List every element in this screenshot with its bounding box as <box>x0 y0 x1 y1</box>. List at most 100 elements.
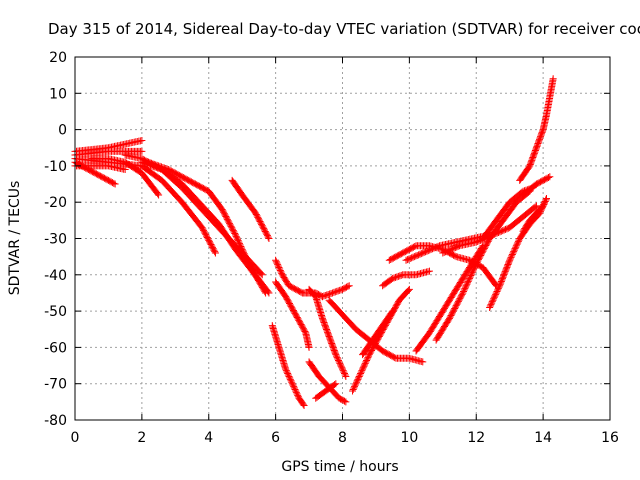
data-point <box>331 288 339 296</box>
data-point <box>512 243 520 251</box>
data-point <box>357 370 365 378</box>
data-point <box>155 162 163 170</box>
data-point <box>542 195 550 203</box>
data-point <box>138 158 146 166</box>
data-point <box>463 280 471 288</box>
data-point <box>358 367 366 375</box>
y-axis-ticks: 20 10 0 -10 -20 -30 -40 -50 -60 -70 -80 <box>44 50 610 429</box>
data-point <box>532 202 540 210</box>
data-point <box>231 229 239 237</box>
x-tick-label: 12 <box>467 430 485 446</box>
data-point <box>461 285 469 293</box>
data-point <box>305 343 313 351</box>
data-point <box>257 270 265 278</box>
data-point <box>301 327 309 335</box>
data-point <box>541 197 549 205</box>
data-point <box>328 289 336 297</box>
data-point <box>289 381 297 389</box>
data-point <box>344 282 352 290</box>
data-point <box>272 256 280 264</box>
data-point <box>514 239 522 247</box>
data-point <box>488 299 496 307</box>
y-tick-label: -50 <box>44 304 67 320</box>
data-point <box>469 267 477 275</box>
data-point <box>146 159 154 167</box>
data-point <box>506 256 514 264</box>
data-point <box>392 273 400 281</box>
data-point <box>472 261 480 269</box>
data-point <box>238 244 246 252</box>
chart-title: Day 315 of 2014, Sidereal Day-to-day VTE… <box>48 20 640 38</box>
data-point <box>393 273 401 281</box>
data-point <box>333 287 341 295</box>
data-point <box>454 242 462 250</box>
data-point <box>324 291 332 299</box>
y-tick-label: -70 <box>44 377 67 393</box>
data-point <box>350 384 358 392</box>
data-point <box>292 388 300 396</box>
data-point <box>460 287 468 295</box>
data-point <box>349 387 357 395</box>
data-point <box>364 354 372 362</box>
data-point <box>211 248 219 256</box>
data-point <box>345 282 353 290</box>
data-point <box>299 400 307 408</box>
data-point <box>242 253 250 261</box>
data-point <box>394 272 402 280</box>
data-point <box>540 199 548 207</box>
data-point <box>359 364 367 372</box>
data-point <box>508 252 516 260</box>
data-point <box>487 301 495 309</box>
data-point <box>462 283 470 291</box>
data-point <box>332 351 340 359</box>
data-point <box>138 147 146 155</box>
data-series-6 <box>71 155 219 257</box>
data-point <box>333 354 341 362</box>
data-point <box>239 247 247 255</box>
data-point <box>111 180 119 188</box>
data-point <box>334 287 342 295</box>
data-point <box>359 365 367 373</box>
data-point <box>544 174 552 182</box>
data-point <box>539 202 547 210</box>
y-tick-label: 0 <box>58 123 67 139</box>
data-point <box>336 286 344 294</box>
x-tick-label: 10 <box>400 430 418 446</box>
data-point <box>459 289 467 297</box>
x-axis-ticks: 0 2 4 6 8 10 12 14 16 <box>71 57 619 446</box>
data-point <box>462 282 470 290</box>
data-point <box>242 254 250 262</box>
data-point <box>292 387 300 395</box>
data-point <box>389 307 397 315</box>
data-point <box>274 262 282 270</box>
data-point <box>236 241 244 249</box>
data-point <box>507 253 515 261</box>
data-point <box>141 159 149 167</box>
data-point <box>155 191 163 199</box>
data-point <box>237 242 245 250</box>
data-point <box>275 264 283 272</box>
data-point <box>342 372 350 380</box>
data-point <box>233 234 241 242</box>
data-point <box>425 267 433 275</box>
data-point <box>290 384 298 392</box>
data-point <box>154 190 162 198</box>
data-point <box>284 370 292 378</box>
data-point <box>160 164 168 172</box>
data-series-15 <box>305 285 350 380</box>
data-point <box>389 274 397 282</box>
data-point <box>153 161 161 169</box>
data-point <box>390 274 398 282</box>
data-point <box>287 377 295 385</box>
data-point <box>513 240 521 248</box>
data-series-26 <box>439 202 540 257</box>
data-series-11 <box>272 256 326 301</box>
data-point <box>294 391 302 399</box>
data-point <box>243 256 251 264</box>
data-point <box>397 271 405 279</box>
data-point <box>465 276 473 284</box>
data-point <box>466 274 474 282</box>
data-point <box>492 290 500 298</box>
data-point <box>150 160 158 168</box>
data-point <box>286 374 294 382</box>
